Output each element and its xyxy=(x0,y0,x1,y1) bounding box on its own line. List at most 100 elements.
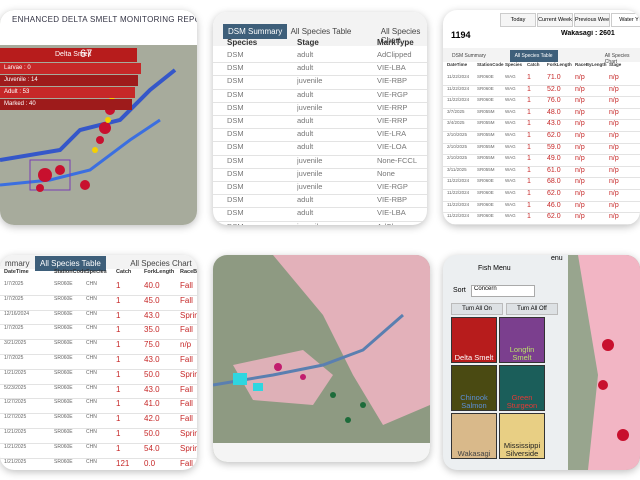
table-cell: 42.0 xyxy=(144,414,160,424)
fish-toggle[interactable]: Green Sturgeon xyxy=(499,365,545,411)
table-cell: 1 xyxy=(527,85,531,93)
table-cell: CHN xyxy=(86,295,97,302)
table-cell: SR060E xyxy=(477,85,494,91)
table-cell: WAG xyxy=(505,201,516,207)
tab[interactable]: All Species Chart xyxy=(604,53,630,65)
menu-title: Fish Menu xyxy=(478,265,511,272)
table-cell: SR060E xyxy=(54,281,73,287)
table-cell: n/p xyxy=(609,178,619,186)
tab[interactable]: DSM Summary xyxy=(452,53,486,59)
table-cell: 1 xyxy=(116,429,121,438)
table-cell: n/p xyxy=(609,201,619,209)
date-button[interactable]: Current Week xyxy=(537,13,573,27)
map-tile: ENHANCED DELTA SMELT MONITORING REPORT (… xyxy=(0,10,197,225)
tab[interactable]: All Species Chart xyxy=(130,259,192,268)
table-cell: CHN xyxy=(86,414,97,421)
table-cell: SR055M xyxy=(477,155,495,161)
table-cell: DSM xyxy=(227,102,244,112)
fish-toggle[interactable]: Delta Smelt xyxy=(451,317,497,363)
table-cell: adult xyxy=(297,89,314,99)
table-cell: 1 xyxy=(527,166,531,174)
column-header: Catch xyxy=(527,62,540,67)
row-divider xyxy=(0,457,197,459)
table-cell: SR060E xyxy=(477,97,494,103)
table-cell: 1 xyxy=(527,108,531,116)
table-cell: 5/23/2025 xyxy=(4,384,27,391)
table-cell: Spring xyxy=(180,369,197,379)
menu-label: enu xyxy=(551,255,563,262)
row-divider xyxy=(0,309,197,311)
table-cell: 1 xyxy=(116,281,121,290)
column-header: Species xyxy=(86,269,107,275)
table-cell: n/p xyxy=(575,201,585,209)
tab[interactable]: DSM Summary xyxy=(223,24,288,39)
tab[interactable]: All Species Table xyxy=(290,27,352,36)
table-cell: 61.0 xyxy=(547,166,561,174)
table-cell: 1 xyxy=(527,190,531,197)
stage-count: Marked : 40 xyxy=(0,99,132,110)
date-button[interactable]: Water Y xyxy=(611,13,640,27)
table-cell: CHN xyxy=(86,340,97,347)
table-cell: 121 xyxy=(116,458,130,468)
table-cell: 35.0 xyxy=(144,325,160,335)
table-cell: 1 xyxy=(527,201,531,209)
row-divider xyxy=(213,101,427,103)
table-cell: 1 xyxy=(116,340,121,350)
table-cell: 75.0 xyxy=(144,340,160,350)
column-header: StationCode xyxy=(477,62,504,67)
table-cell: WAG xyxy=(505,97,516,103)
table-cell: SR060E xyxy=(54,325,73,332)
fish-toggle[interactable]: Wakasagi xyxy=(451,413,497,459)
toggle-button[interactable]: Turn All On xyxy=(451,303,503,315)
tab[interactable]: mmary xyxy=(5,259,30,268)
table-cell: DSM xyxy=(227,50,244,59)
table-cell: 1 xyxy=(527,74,531,81)
table-cell: Fall xyxy=(180,458,193,468)
table-cell: None-FCCL xyxy=(377,155,418,165)
table-cell: VIE-RGP xyxy=(377,182,408,191)
table-cell: 11/22/2024 xyxy=(447,74,470,79)
map xyxy=(568,255,640,470)
table-cell: n/p xyxy=(609,108,619,116)
table-cell: 1 xyxy=(116,325,121,335)
fish-toggle[interactable]: Mississippi Silverside xyxy=(499,413,545,459)
table-cell: 1/21/2025 xyxy=(4,443,27,450)
table-cell: 43.0 xyxy=(547,120,561,128)
fish-menu-tile: enu Fish Menu Sort Concern Turn All On Turn A… xyxy=(443,255,640,470)
date-button[interactable]: Previous Week xyxy=(574,13,610,27)
species-total[interactable]: Delta Smelt 67 xyxy=(0,48,137,62)
summary-tile: DSM Summary All Species Table All Species … xyxy=(213,12,427,225)
toggle-button[interactable]: Turn All Off xyxy=(506,303,558,315)
table-cell: n/p xyxy=(575,213,585,221)
catch-tile: Today Current Week Previous Week Water Y 119… xyxy=(443,10,640,225)
date-button[interactable]: Today xyxy=(500,13,536,27)
fish-toggle[interactable]: Longfin Smelt xyxy=(499,317,545,363)
row-divider xyxy=(213,115,427,116)
row-divider xyxy=(213,62,427,64)
fish-toggle[interactable]: Chinook Salmon xyxy=(451,365,497,411)
table-cell: CHN xyxy=(86,355,97,361)
sort-label: Sort xyxy=(453,287,466,294)
table-cell: CHN xyxy=(86,281,97,287)
table-cell: WAG xyxy=(505,74,516,79)
table-cell: Spring xyxy=(180,443,197,453)
table-cell: DSM xyxy=(227,129,244,139)
tab[interactable]: All Species Table xyxy=(509,50,558,62)
table-cell: VIE-RRP xyxy=(377,116,408,125)
table-cell: n/p xyxy=(575,190,585,197)
sort-select[interactable]: Concern xyxy=(471,285,535,297)
species-name: Delta Smelt xyxy=(55,51,92,58)
table-cell: 43.0 xyxy=(144,355,160,364)
tab[interactable]: All Species Table xyxy=(35,256,106,271)
table-cell: WAG xyxy=(505,132,516,137)
table-cell: SR055M xyxy=(477,108,495,114)
table-cell: SR060E xyxy=(54,369,73,376)
table-cell: Fall xyxy=(180,399,193,409)
table-cell: n/p xyxy=(609,166,619,174)
table-cell: Fall xyxy=(180,325,193,335)
table-cell: n/p xyxy=(609,143,619,151)
tab[interactable]: All Species Chart xyxy=(380,27,421,45)
table-cell: 50.0 xyxy=(144,369,160,379)
table-cell: AdCl xyxy=(377,222,427,225)
total-count: 1194 xyxy=(451,30,471,40)
